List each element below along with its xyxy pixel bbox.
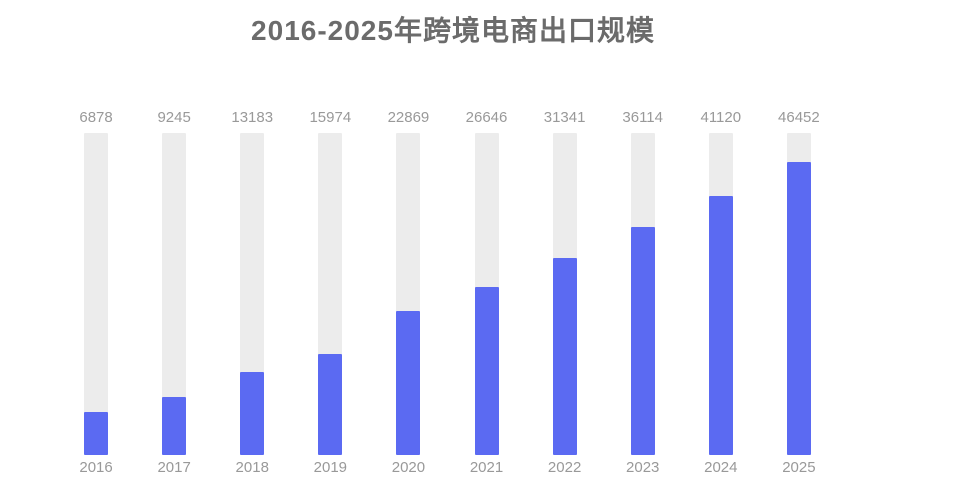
bar-value-label: 41120 (700, 109, 742, 126)
x-axis-tick-label: 2024 (704, 459, 738, 476)
bar-column: 6878 2016 (57, 108, 135, 478)
bar-track (240, 133, 265, 455)
bar-column: 26646 2021 (447, 108, 525, 478)
bar-column: 36114 2023 (604, 108, 682, 478)
bar-track (84, 133, 109, 455)
bar-fill (786, 162, 811, 455)
bar-column: 15974 2019 (291, 108, 369, 478)
bar-track (396, 133, 421, 455)
bar-track (708, 133, 733, 455)
bar-value-label: 9245 (157, 109, 191, 126)
x-axis-tick-label: 2020 (391, 459, 426, 476)
bar-track (786, 133, 811, 455)
bar-fill (318, 354, 343, 455)
bar-value-label: 46452 (778, 109, 820, 126)
bar-value-label: 26646 (465, 109, 508, 126)
bar-fill (474, 287, 499, 455)
bar-fill (84, 411, 109, 455)
x-axis-tick-label: 2019 (313, 459, 348, 476)
bar-column: 13183 2018 (213, 108, 291, 478)
bar-value-label: 6878 (79, 109, 113, 126)
bar-fill (630, 227, 655, 455)
bar-chart: 2016-2025年跨境电商出口规模 6878 2016 9245 2017 1… (57, 0, 849, 478)
x-axis-tick-label: 2018 (235, 459, 269, 476)
bar-column: 9245 2017 (135, 108, 213, 478)
x-axis-tick-label: 2021 (469, 459, 504, 476)
bar-value-label: 13183 (231, 109, 274, 126)
bar-track (552, 133, 577, 455)
bars-row: 6878 2016 9245 2017 13183 2018 15974 201… (57, 108, 838, 478)
bar-track (474, 133, 499, 455)
bar-fill (396, 310, 421, 455)
bar-column: 41120 2024 (682, 108, 760, 478)
bar-fill (708, 195, 733, 455)
x-axis-tick-label: 2017 (157, 459, 191, 476)
bar-value-label: 22869 (387, 109, 430, 126)
bar-value-label: 15974 (309, 109, 352, 126)
bar-fill (162, 396, 187, 455)
bar-value-label: 31341 (543, 109, 586, 126)
bar-track (162, 133, 187, 455)
bar-column: 22869 2020 (369, 108, 447, 478)
chart-title: 2016-2025年跨境电商出口规模 (251, 15, 655, 46)
x-axis-tick-label: 2025 (782, 459, 816, 476)
bar-value-label: 36114 (622, 109, 663, 126)
x-axis-tick-label: 2016 (79, 459, 113, 476)
bar-fill (240, 371, 265, 455)
x-axis-tick-label: 2022 (547, 459, 582, 476)
bar-track (318, 133, 343, 455)
bar-track (630, 133, 655, 455)
bar-column: 31341 2022 (526, 108, 604, 478)
x-axis-tick-label: 2023 (626, 459, 660, 476)
bar-column: 46452 2025 (760, 108, 838, 478)
bar-fill (552, 257, 577, 455)
